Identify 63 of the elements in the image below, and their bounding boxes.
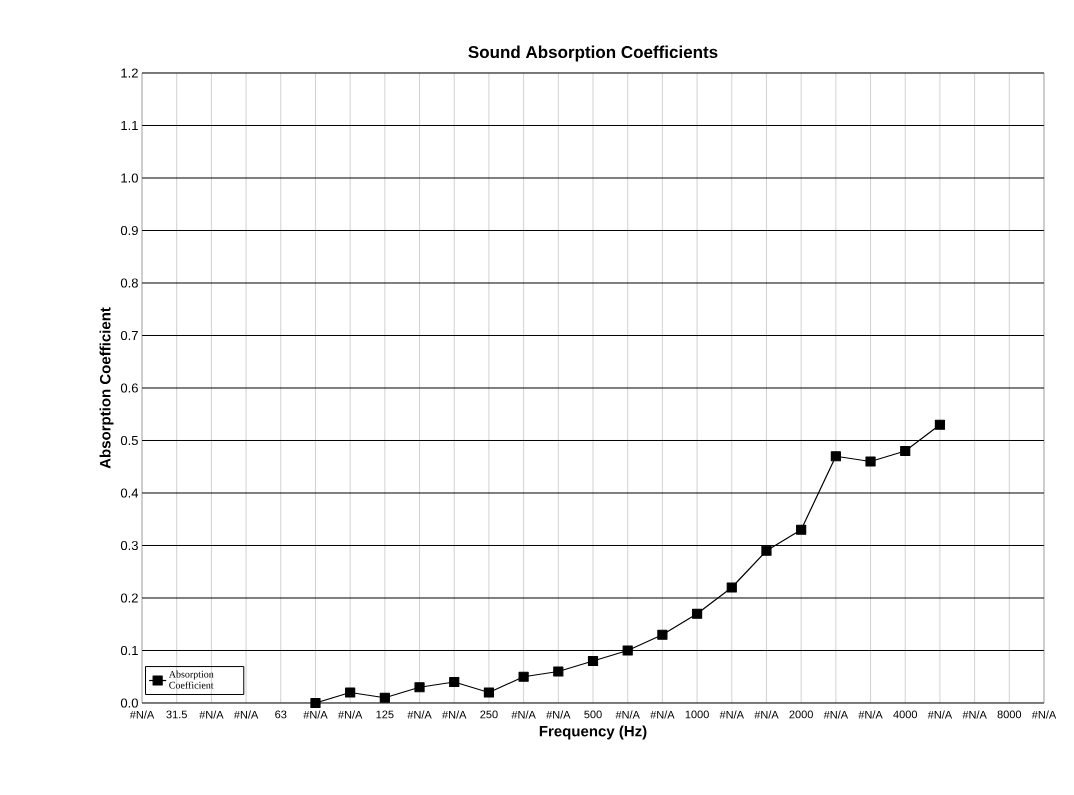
x-tick-label: #N/A [442, 710, 467, 719]
y-tick-label: 0.6 [120, 383, 138, 393]
x-tick-label: #N/A [199, 710, 224, 719]
point [726, 582, 737, 593]
legend-label: Absorption Coefficient [168, 670, 214, 689]
y-axis-title: Absorption Coefficient [99, 307, 114, 469]
point [796, 524, 807, 535]
x-tick-label: #N/A [858, 710, 883, 719]
x-tick-label: 1000 [685, 710, 709, 719]
y-tick-label: 0.4 [120, 488, 139, 498]
x-tick-label: 125 [376, 710, 394, 719]
x-tick-label: #N/A [754, 710, 779, 719]
x-tick-label: #N/A [823, 710, 849, 719]
point [934, 419, 946, 430]
point [761, 545, 772, 556]
x-tick-label: #N/A [511, 710, 536, 719]
point [587, 655, 599, 667]
chart-title: Sound Absorption Coefficients [468, 45, 718, 62]
x-tick-label: #N/A [337, 710, 363, 719]
x-tick-label: 31.5 [166, 710, 187, 719]
point [449, 676, 460, 688]
point [622, 645, 633, 656]
x-tick-label: #N/A [615, 710, 640, 719]
x-tick-label: 2000 [789, 710, 813, 719]
x-tick-label: #N/A [927, 710, 953, 719]
x-tick-label: 8000 [997, 710, 1022, 719]
x-tick-label: 250 [480, 710, 498, 719]
x-tick-label: #N/A [233, 710, 259, 719]
y-tick-label: 0.1 [120, 645, 138, 656]
y-tick-label: 0.9 [120, 225, 138, 236]
point [310, 697, 321, 709]
point [900, 445, 911, 457]
x-tick-label: #N/A [407, 710, 432, 719]
point [691, 608, 703, 619]
y-tick-label: 0.3 [120, 540, 138, 551]
y-tick-label: 1.2 [121, 68, 138, 78]
x-tick-label: #N/A [719, 710, 744, 719]
point [830, 451, 841, 462]
x-tick-label: #N/A [546, 710, 571, 719]
point [553, 666, 564, 677]
y-tick-label: 1.1 [121, 121, 138, 130]
x-tick-label: 500 [584, 710, 602, 719]
x-tick-label: #N/A [303, 710, 328, 719]
point [865, 456, 876, 467]
y-tick-label: 0.5 [120, 435, 138, 446]
x-tick-label: 63 [275, 710, 287, 719]
x-tick-label: #N/A [1031, 710, 1057, 719]
x-tick-label: #N/A [650, 710, 675, 719]
y-tick-label: 0.0 [120, 698, 138, 708]
x-axis-title: Frequency (Hz) [539, 725, 647, 740]
point [345, 687, 356, 698]
x-tick-label: #N/A [129, 710, 155, 719]
point [657, 629, 668, 640]
y-tick-label: 1.0 [121, 173, 138, 183]
point [483, 687, 495, 698]
x-tick-label: #N/A [962, 710, 987, 719]
x-tick-label: 4000 [893, 710, 918, 719]
point [414, 682, 425, 693]
y-tick-label: 0.2 [120, 593, 138, 603]
y-tick-label: 0.8 [120, 278, 138, 288]
point [518, 671, 529, 682]
y-tick-label: 0.7 [120, 330, 138, 341]
point [379, 692, 390, 703]
